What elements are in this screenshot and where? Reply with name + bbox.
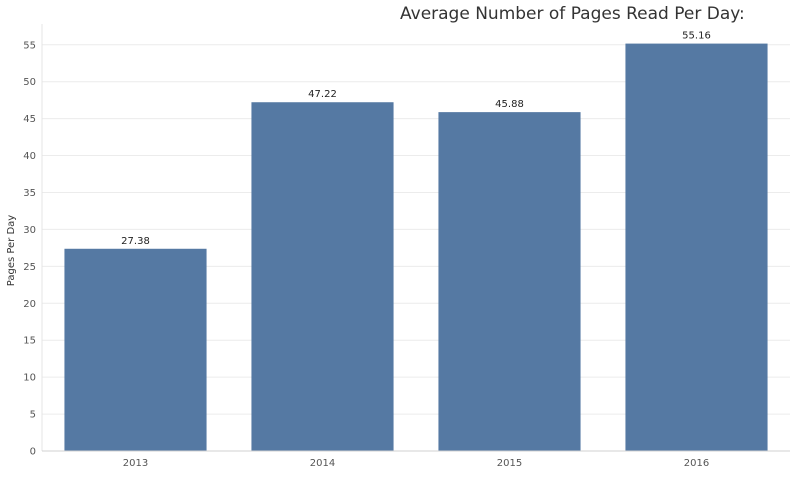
y-tick-label: 25 bbox=[23, 262, 36, 273]
bar-2013[interactable] bbox=[64, 248, 207, 451]
x-tick-label-2015: 2015 bbox=[497, 458, 522, 469]
y-tick-label: 50 bbox=[23, 77, 36, 88]
bar-2016[interactable] bbox=[625, 43, 768, 451]
x-tick-label-2014: 2014 bbox=[310, 458, 335, 469]
bar-2015[interactable] bbox=[438, 112, 581, 451]
y-tick-label: 0 bbox=[30, 447, 36, 458]
data-label-2015: 45.88 bbox=[495, 99, 524, 110]
y-tick-label: 10 bbox=[23, 373, 36, 384]
y-tick-label: 20 bbox=[23, 299, 36, 310]
data-label-2016: 55.16 bbox=[682, 31, 711, 42]
y-axis: Pages Per Day 0 5 10 15 20 25 30 35 40 45 50 55 bbox=[6, 24, 43, 458]
y-tick-label: 5 bbox=[30, 410, 36, 421]
data-label-2013: 27.38 bbox=[121, 236, 150, 247]
y-tick-label: 30 bbox=[23, 225, 36, 236]
x-tick-label-2013: 2013 bbox=[123, 458, 148, 469]
y-tick-label: 35 bbox=[23, 188, 36, 199]
bar-2014[interactable] bbox=[251, 102, 394, 451]
y-tick-label: 45 bbox=[23, 114, 36, 125]
x-axis: 2013 2014 2015 2016 bbox=[42, 450, 790, 469]
bars bbox=[64, 43, 768, 451]
y-axis-title: Pages Per Day bbox=[6, 215, 17, 287]
y-tick-label: 15 bbox=[23, 336, 36, 347]
y-tick-label: 40 bbox=[23, 151, 36, 162]
data-labels: 27.38 47.22 45.88 55.16 bbox=[121, 31, 711, 247]
x-tick-label-2016: 2016 bbox=[684, 458, 709, 469]
y-tick-label: 55 bbox=[23, 40, 36, 51]
data-label-2014: 47.22 bbox=[308, 89, 337, 100]
chart-title: Average Number of Pages Read Per Day: bbox=[400, 4, 745, 24]
